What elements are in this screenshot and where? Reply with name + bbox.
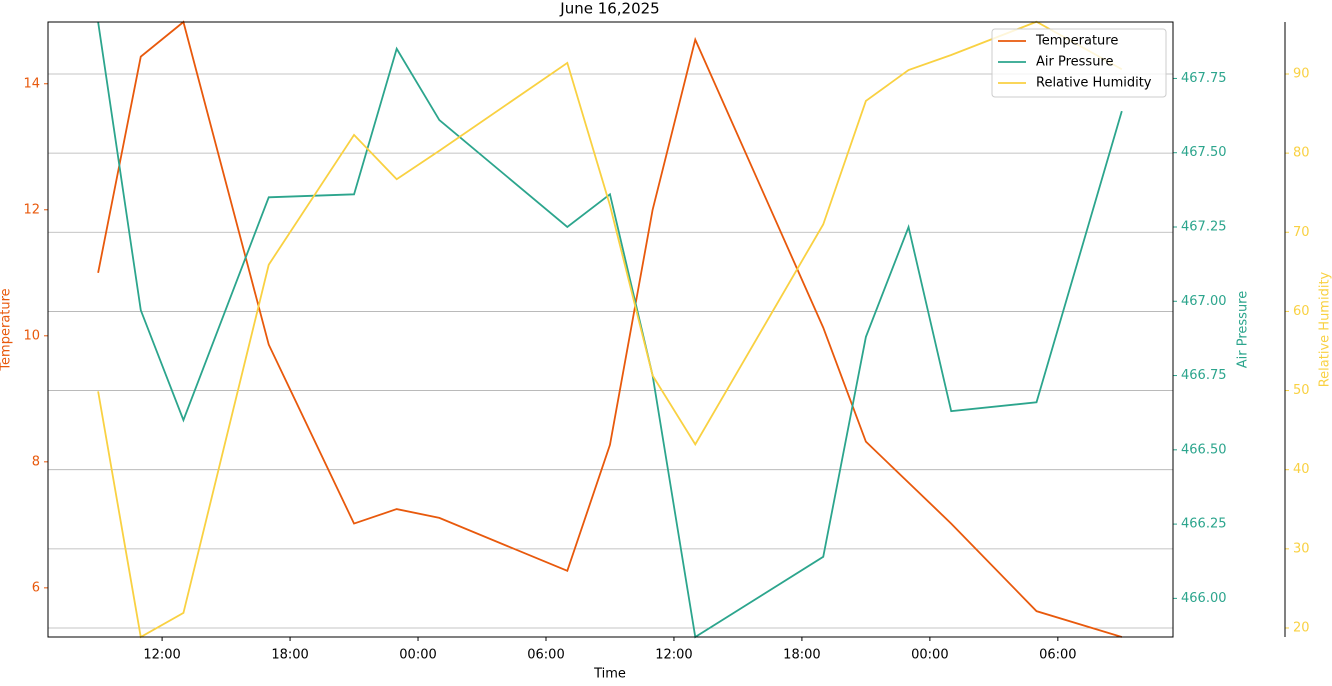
y3-tick-label: 80	[1293, 146, 1310, 161]
y3-axis-label: Relative Humidity	[1318, 271, 1332, 387]
x-tick-label: 12:00	[655, 648, 692, 663]
line	[98, 22, 1122, 637]
x-tick-label: 00:00	[399, 648, 436, 663]
y3-tick-label: 40	[1293, 462, 1310, 477]
y3-tick-label: 50	[1293, 383, 1310, 398]
x-axis-label: Time	[593, 667, 626, 682]
legend-label: Air Pressure	[1036, 55, 1114, 70]
y3-tick-label: 70	[1293, 225, 1310, 240]
plot-frame	[48, 22, 1173, 637]
y2-tick-label: 467.25	[1181, 220, 1227, 235]
y2-tick-label: 466.75	[1181, 368, 1227, 383]
legend-label: Temperature	[1035, 34, 1118, 49]
line	[98, 22, 1122, 637]
x-tick-label: 12:00	[143, 648, 180, 663]
x-tick-label: 06:00	[1039, 648, 1076, 663]
y3-tick-label: 90	[1293, 66, 1310, 81]
y3-tick-label: 60	[1293, 304, 1310, 319]
x-tick-label: 00:00	[911, 648, 948, 663]
x-tick-label: 18:00	[783, 648, 820, 663]
line	[98, 22, 1122, 637]
y3-tick-label: 20	[1293, 620, 1310, 635]
y2-tick-label: 466.25	[1181, 517, 1227, 532]
x-tick-label: 06:00	[527, 648, 564, 663]
y3-tick-label: 30	[1293, 541, 1310, 556]
y-tick-label: 12	[23, 202, 40, 217]
y2-tick-label: 467.75	[1181, 71, 1227, 86]
y-tick-label: 8	[32, 454, 40, 469]
x-tick-label: 18:00	[271, 648, 308, 663]
y2-tick-label: 467.50	[1181, 145, 1227, 160]
y-tick-label: 14	[23, 76, 40, 91]
legend-label: Relative Humidity	[1036, 76, 1152, 91]
y2-tick-label: 467.00	[1181, 294, 1227, 309]
y-tick-label: 6	[32, 580, 40, 595]
y-axis-label: Temperature	[0, 288, 14, 371]
y2-tick-label: 466.50	[1181, 442, 1227, 457]
chart-title: June 16,2025	[559, 0, 659, 18]
y2-axis-label: Air Pressure	[1236, 291, 1251, 369]
y-tick-label: 10	[23, 328, 40, 343]
y2-tick-label: 466.00	[1181, 591, 1227, 606]
